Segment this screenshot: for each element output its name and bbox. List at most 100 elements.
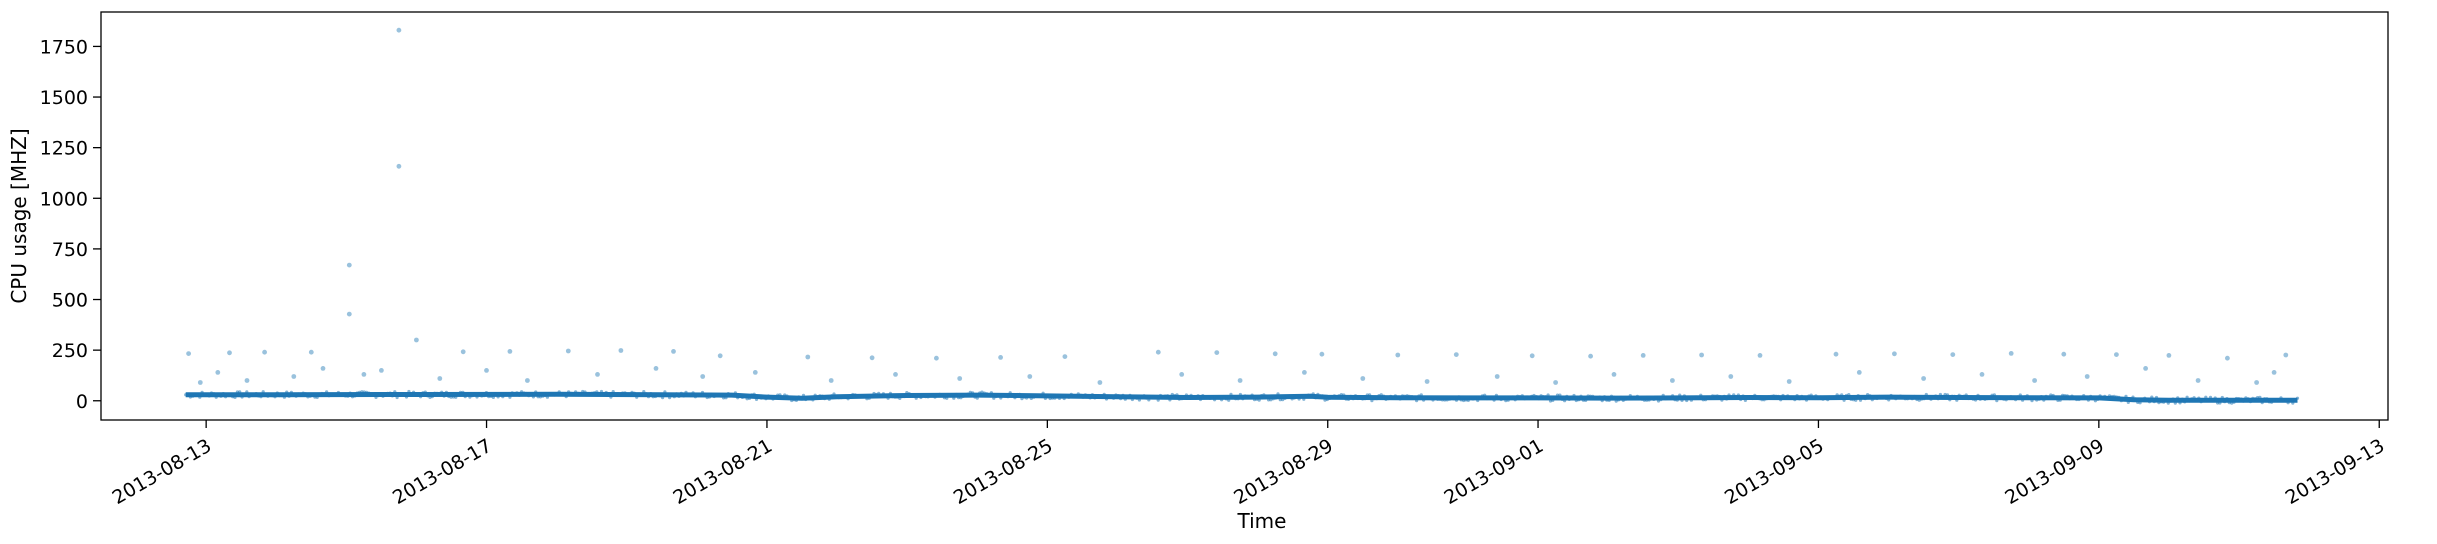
data-point [1135,396,1139,400]
data-point [1581,398,1585,402]
data-point [1959,394,1964,398]
data-point [1306,393,1311,397]
data-point [597,392,601,396]
data-point [621,391,625,395]
data-point [1351,397,1355,401]
data-point [1179,372,1185,377]
data-point [376,394,380,398]
data-point [557,390,561,394]
data-point [2271,370,2277,375]
data-point [1182,396,1186,400]
data-point [475,395,479,399]
data-point [1238,392,1242,397]
data-point [855,394,860,398]
data-point [1314,396,1318,400]
data-point [1508,395,1513,399]
data-point [1501,396,1506,400]
data-point [299,393,303,397]
data-point [1450,396,1454,400]
data-point [1882,395,1886,399]
data-point [1415,399,1419,403]
data-point [1929,397,1933,401]
data-point [1913,394,1917,399]
data-point [1728,374,1734,379]
data-point [828,378,834,383]
data-point [466,392,470,396]
data-point [1819,395,1823,399]
data-point [1997,396,2001,400]
data-point [2190,397,2194,401]
data-point [1424,379,1430,384]
data-point [675,392,679,396]
data-point [2136,400,2140,404]
data-point [1288,394,1292,398]
data-point [618,348,624,353]
data-point [1095,394,1099,398]
data-point [2241,399,2245,403]
data-point [1797,397,1802,401]
data-point [1093,396,1097,400]
data-point [985,392,989,396]
data-point [639,393,644,397]
data-point [954,392,958,397]
data-point [2082,394,2086,398]
data-point [1685,398,1689,403]
data-point [559,392,564,396]
data-point [1440,398,1444,402]
data-point [2046,396,2051,400]
data-point [1628,394,1632,398]
data-point [2008,351,2014,356]
y-tick-label: 0 [76,391,88,413]
data-point [282,395,286,399]
data-point [1696,396,1701,400]
data-point [1419,393,1423,397]
data-point [1201,394,1205,398]
data-point [2201,398,2206,402]
data-point [1436,397,1440,401]
data-point [444,390,448,394]
data-point [1544,395,1548,399]
data-point [1901,395,1905,399]
data-point [2004,398,2008,402]
data-point [618,393,622,397]
data-point [1231,394,1235,399]
data-point [1363,397,1367,401]
data-point [567,390,571,394]
data-point [1490,395,1494,399]
data-point [1600,399,1604,403]
y-tick-label: 500 [52,290,88,312]
data-point [494,392,498,396]
data-point [1003,394,1008,398]
data-point [186,351,192,356]
data-point [773,395,777,399]
data-point [914,396,918,400]
data-point [1194,396,1198,400]
data-point [362,390,366,394]
data-point [2176,396,2180,400]
data-point [419,395,423,399]
y-tick-label: 250 [52,340,88,362]
data-point [778,393,782,397]
data-point [207,394,211,398]
data-point [1699,352,1704,358]
data-point [1894,397,1898,401]
data-point [2246,397,2250,401]
data-point [1175,393,1179,397]
data-point [938,392,942,396]
data-point [1736,393,1740,397]
data-point [1074,394,1078,398]
data-point [1694,395,1698,399]
data-point [1619,395,1623,399]
data-point [1379,393,1383,397]
data-point [209,391,214,395]
data-point [1368,393,1372,397]
data-point [2166,401,2170,405]
data-point [606,393,611,397]
data-point [1205,395,1210,399]
data-point [1499,397,1503,402]
data-point [2072,396,2076,400]
data-point [1640,353,1646,358]
data-point [1319,351,1325,357]
data-point [2025,394,2029,398]
data-point [1097,395,1102,399]
